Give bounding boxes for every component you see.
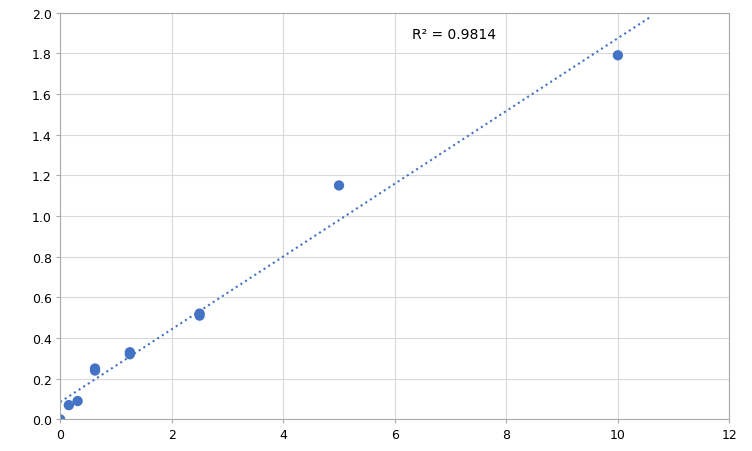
Point — [71, 398, 83, 405]
Point — [89, 367, 101, 374]
Point — [124, 351, 136, 358]
Text: R² = 0.9814: R² = 0.9814 — [411, 28, 496, 41]
Point — [193, 312, 205, 319]
Point — [124, 349, 136, 356]
Point — [63, 401, 75, 409]
Point — [193, 310, 205, 318]
Point — [54, 416, 66, 423]
Point — [89, 365, 101, 372]
Point — [333, 182, 345, 189]
Point — [612, 52, 624, 60]
